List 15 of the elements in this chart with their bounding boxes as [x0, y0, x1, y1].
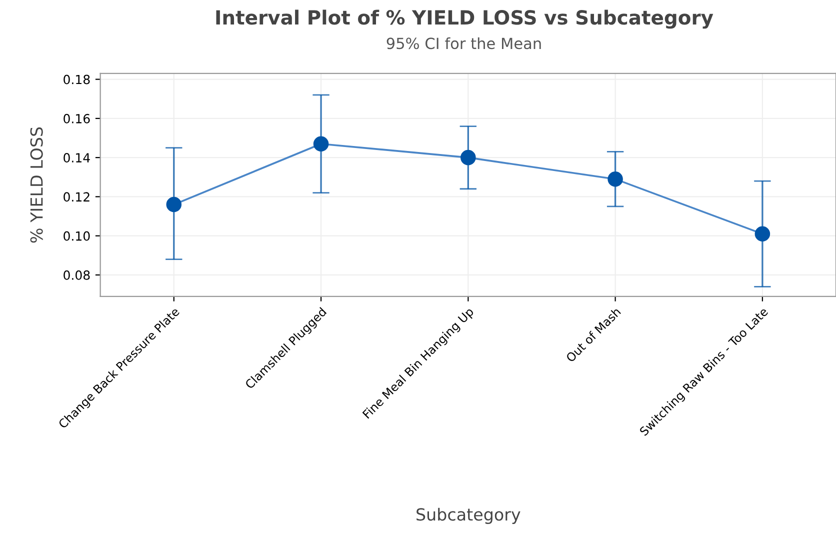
- point: [608, 171, 623, 187]
- point: [754, 226, 770, 242]
- y-tick-label: 0.14: [64, 153, 90, 162]
- y-tick-label: 0.08: [64, 270, 90, 280]
- y-tick-label: 0.12: [64, 192, 90, 202]
- point: [460, 150, 476, 166]
- point: [313, 136, 329, 152]
- point: [166, 196, 182, 212]
- y-tick-label: 0.16: [64, 114, 90, 124]
- y-axis-title: % YIELD LOSS: [30, 127, 43, 243]
- y-tick-label: 0.10: [64, 231, 90, 241]
- x-axis-title: Subcategory: [416, 508, 520, 524]
- chart-subtitle: 95% CI for the Mean: [386, 37, 541, 50]
- y-tick-label: 0.18: [64, 74, 90, 84]
- chart-title: Interval Plot of % YIELD LOSS vs Subcategory: [216, 10, 714, 29]
